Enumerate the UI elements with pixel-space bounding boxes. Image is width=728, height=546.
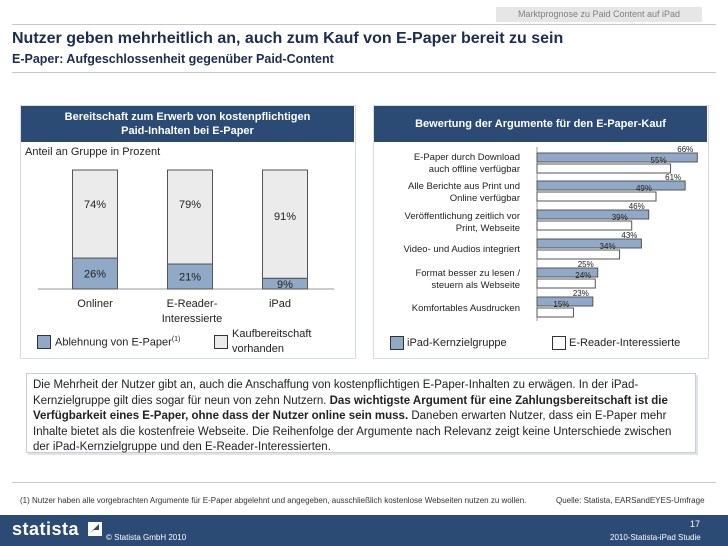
legend-reject-footnote-mark: (1)	[171, 336, 181, 343]
argument-label-all-reports: Alle Berichte aus Print und Online verfü…	[382, 181, 520, 205]
bar-value-label-ipad: 43%	[621, 231, 637, 240]
bar-ereader	[536, 278, 596, 289]
argument-label-offline: E-Paper durch Download auch offline verf…	[382, 152, 520, 176]
bar-ipad	[536, 152, 698, 163]
legend-swatch-ereader	[552, 336, 566, 350]
legend-accept-line1: Kaufbereitschaft	[232, 328, 312, 340]
bar-ipad	[536, 209, 650, 220]
bar-ereader	[536, 249, 621, 260]
bar-value-label-ipad: 23%	[573, 289, 589, 298]
page-title: Nutzer geben mehrheitlich an, auch zum K…	[12, 30, 564, 47]
argument-label-line1: Komfortables Ausdrucken	[411, 303, 520, 314]
bar-ipad	[536, 238, 642, 249]
copyright: © Statista GmbH 2010	[106, 533, 187, 542]
bar-value-label-ipad: 66%	[677, 145, 693, 154]
bar-ereader	[536, 220, 633, 231]
bar-segment-accept	[167, 169, 213, 265]
argument-label-line2: auch offline verfügbar	[428, 164, 520, 175]
legend-ipad: iPad-Kernzielgruppe	[407, 337, 507, 349]
argument-label-format: Format besser zu lesen / steuern als Web…	[382, 268, 520, 292]
right-chart-panel	[373, 105, 709, 359]
bar-value-label-ereader: 39%	[612, 213, 628, 222]
bar-value-label-accept: 74%	[84, 199, 106, 211]
bar-value-label-reject: 21%	[179, 272, 201, 284]
legend-swatch-ipad	[390, 336, 404, 350]
bar-value-label-ereader: 24%	[575, 271, 591, 280]
bar-value-label-reject: 26%	[84, 269, 106, 281]
argument-label-line1: Veröffentlichung zeitlich vor	[404, 211, 520, 222]
left-chart-panel	[20, 105, 356, 359]
legend-swatch-reject	[37, 335, 51, 349]
left-chart-heading-line1: Bereitschaft zum Erwerb von kostenpflich…	[64, 111, 311, 123]
summary-rest: Daneben erwarten Nutzer, dass ein E-Pape…	[33, 410, 672, 453]
footer-bar	[0, 515, 728, 546]
horizontal-bar-chart: 66% 55% 61% 49% 46%39% 43% 34% 25% 24% 23% 15%	[536, 145, 698, 321]
left-chart-ylabel: Anteil an Gruppe in Prozent	[25, 146, 161, 158]
bar-segment-reject	[167, 263, 213, 290]
footnote: (1) Nutzer haben alle vorgebrachten Argu…	[20, 496, 527, 505]
page-number: 17	[690, 519, 701, 529]
bar-ipad	[536, 267, 599, 278]
argument-label-print: Komfortables Ausdrucken	[382, 303, 520, 315]
legend-reject: Ablehnung von E-Paper(1)	[55, 336, 180, 349]
category-label-line1: iPad	[268, 298, 292, 310]
bar-value-label-ereader: 34%	[600, 242, 616, 251]
category-label-ipad: iPad	[240, 297, 320, 312]
legend-accept: Kaufbereitschaft vorhanden	[232, 327, 312, 357]
argument-label-line2: steuern als Webseite	[431, 280, 520, 291]
bar-value-label-ipad: 25%	[578, 260, 594, 269]
bar-value-label-ipad: 46%	[629, 202, 645, 211]
summary-intro: Die Mehrheit der Nutzer gibt an, auch di…	[33, 379, 639, 407]
argument-label-line1: E-Paper durch Download	[413, 152, 520, 163]
bar-segment-reject	[72, 257, 118, 290]
bar-ereader	[536, 191, 657, 202]
footnote-rule	[12, 482, 716, 483]
stacked-bar-chart: 26% 74% 21% 79% 9% 91%	[38, 169, 334, 291]
argument-label-line2: Print, Webseite	[455, 223, 520, 234]
argument-label-line1: Format besser zu lesen /	[415, 268, 520, 279]
category-label-line2: Interessierte	[161, 313, 223, 325]
argument-label-video: Video- und Audios integriert	[382, 244, 520, 256]
summary-box: Die Mehrheit der Nutzer gibt an, auch di…	[26, 373, 696, 453]
bar-segment-accept	[72, 169, 118, 259]
argument-label-line1: Video- und Audios integriert	[403, 244, 520, 255]
bar-value-label-ereader: 15%	[553, 300, 569, 309]
bar-value-label-ereader: 49%	[636, 184, 652, 193]
bar-ereader	[536, 307, 574, 318]
source-note: Quelle: Statista, EARSandEYES-Umfrage	[556, 496, 705, 505]
page-subtitle: E-Paper: Aufgeschlossenheit gegenüber Pa…	[12, 52, 334, 66]
legend-accept-line2: vorhanden	[232, 343, 284, 355]
argument-label-earlier: Veröffentlichung zeitlich vor Print, Web…	[382, 211, 520, 235]
right-chart-heading: Bewertung der Argumente für den E-Paper-…	[374, 106, 707, 142]
legend-swatch-accept	[214, 335, 228, 349]
argument-label-line2: Online verfügbar	[449, 193, 520, 204]
statista-logo-icon	[88, 522, 102, 536]
category-label-ereader: E-Reader- Interessierte	[142, 297, 242, 327]
header-tag: Marktprognose zu Paid Content auf iPad	[496, 7, 702, 22]
bar-value-label-accept: 91%	[274, 211, 296, 223]
category-label-line1: E-Reader-	[166, 298, 218, 310]
title-rule	[12, 72, 716, 73]
bar-ipad	[536, 296, 594, 307]
bar-value-label-ipad: 61%	[665, 173, 681, 182]
bar-value-label-accept: 79%	[179, 199, 201, 211]
category-label-line1: Onliner	[77, 298, 113, 310]
category-label-onliner: Onliner	[50, 297, 140, 312]
argument-label-line1: Alle Berichte aus Print und	[408, 181, 520, 192]
bar-ereader	[536, 163, 672, 174]
legend-ereader: E-Reader-Interessierte	[569, 337, 681, 349]
summary-bold: Das wichtigste Argument für eine Zahlung…	[33, 394, 668, 423]
bar-ipad	[536, 180, 686, 191]
bar-value-label-ereader: 55%	[651, 156, 667, 165]
study-name: 2010-Statista-iPad Studie	[610, 533, 701, 542]
bar-value-label-reject: 9%	[277, 279, 293, 291]
statista-logo: statista	[12, 519, 80, 539]
header-rule	[12, 24, 716, 25]
left-chart-heading: Bereitschaft zum Erwerb von kostenpflich…	[21, 106, 354, 142]
legend-reject-label: Ablehnung von E-Paper	[55, 336, 172, 349]
bar-segment-accept	[262, 169, 308, 279]
left-chart-heading-line2: Paid-Inhalten bei E-Paper	[121, 125, 254, 137]
